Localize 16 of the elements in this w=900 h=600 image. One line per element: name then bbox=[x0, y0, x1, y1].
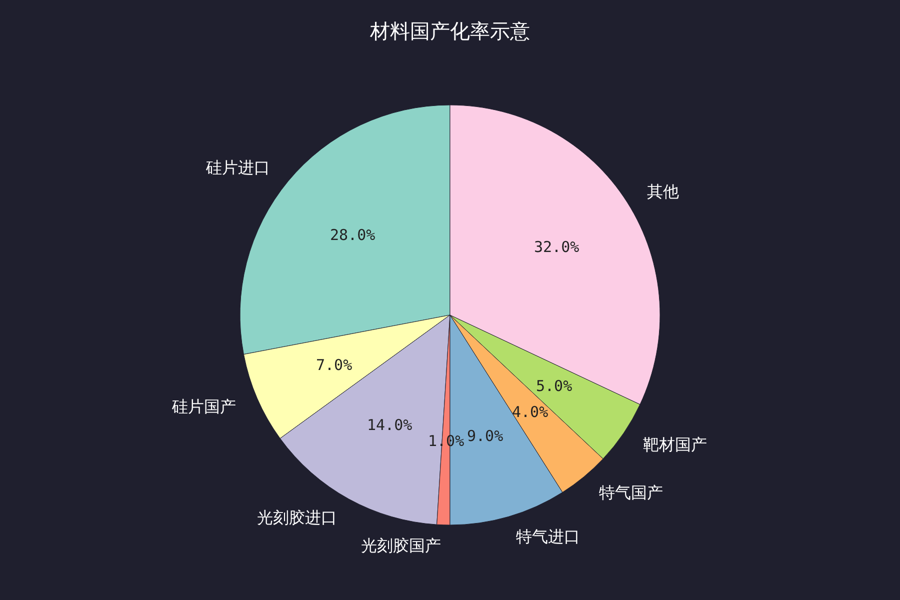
data-label: 28.0% bbox=[330, 226, 376, 244]
data-label: 4.0% bbox=[512, 403, 548, 421]
slice-label: 其他 bbox=[647, 182, 679, 201]
slice-label: 硅片国产 bbox=[171, 397, 236, 416]
slice-label: 特气进口 bbox=[516, 527, 580, 546]
data-label: 32.0% bbox=[534, 238, 580, 256]
data-label: 9.0% bbox=[467, 427, 504, 445]
slice-label: 硅片进口 bbox=[205, 158, 270, 177]
slice-label: 光刻胶进口 bbox=[257, 508, 337, 527]
slice-label: 特气国产 bbox=[599, 483, 663, 502]
data-label: 7.0% bbox=[316, 356, 352, 374]
slice-label: 光刻胶国产 bbox=[361, 536, 441, 555]
data-label: 14.0% bbox=[367, 416, 412, 434]
chart-title: 材料国产化率示意 bbox=[369, 19, 530, 43]
slice-label: 靶材国产 bbox=[643, 435, 707, 454]
data-label: 5.0% bbox=[536, 377, 572, 395]
